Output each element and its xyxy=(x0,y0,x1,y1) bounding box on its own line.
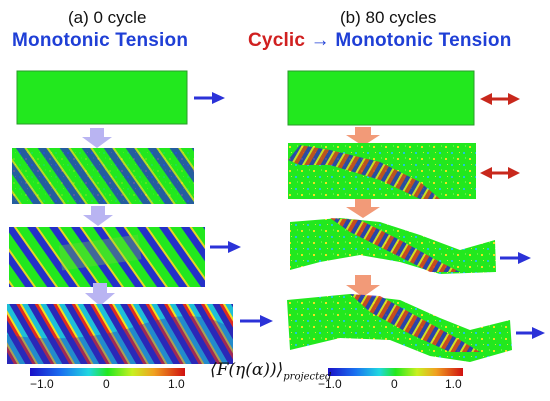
left-down-arrow-2 xyxy=(83,206,113,226)
legend-formula-sub: projected xyxy=(283,371,332,383)
caption-left: (a) 0 cycle xyxy=(68,8,147,27)
left-arrow-1 xyxy=(194,92,225,104)
colorbar-right-max: 1.0 xyxy=(445,377,462,391)
left-panel-stripes-2 xyxy=(9,227,205,287)
legend-formula-main: ⟨F(η(α))⟩ xyxy=(210,360,284,380)
left-arrow-4 xyxy=(240,315,273,327)
right-down-arrow-2 xyxy=(346,199,380,218)
right-panel-initial xyxy=(287,70,475,126)
heading-rest: Monotonic Tension xyxy=(335,30,512,51)
right-arrow-3 xyxy=(500,252,531,264)
heading-arrow: → xyxy=(310,30,330,51)
right-arrow-4 xyxy=(516,327,545,339)
colorbar-right-min: −1.0 xyxy=(318,377,342,391)
colorbar-left xyxy=(30,368,185,376)
heading-cyclic: Cyclic xyxy=(248,30,306,51)
legend-formula: ⟨F(η(α))⟩projected xyxy=(210,360,331,382)
left-panel-mixed xyxy=(7,304,233,364)
right-down-arrow-1 xyxy=(346,127,380,146)
left-down-arrow-1 xyxy=(82,128,112,148)
colorbar-left-min: −1.0 xyxy=(30,377,54,391)
left-arrow-3 xyxy=(210,241,241,253)
heading-left: Monotonic Tension xyxy=(12,30,189,51)
left-panel-initial xyxy=(16,70,188,125)
right-down-arrow-3 xyxy=(346,275,380,297)
colorbar-right xyxy=(328,368,463,376)
colorbar-left-mid: 0 xyxy=(103,377,110,391)
right-double-arrow-1 xyxy=(480,93,520,105)
caption-right: (b) 80 cycles xyxy=(340,8,437,27)
colorbar-left-max: 1.0 xyxy=(168,377,185,391)
heading-right: Cyclic → Monotonic Tension xyxy=(248,30,512,52)
left-down-arrow-3 xyxy=(85,283,115,306)
right-double-arrow-2 xyxy=(480,167,520,179)
colorbar-right-mid: 0 xyxy=(391,377,398,391)
